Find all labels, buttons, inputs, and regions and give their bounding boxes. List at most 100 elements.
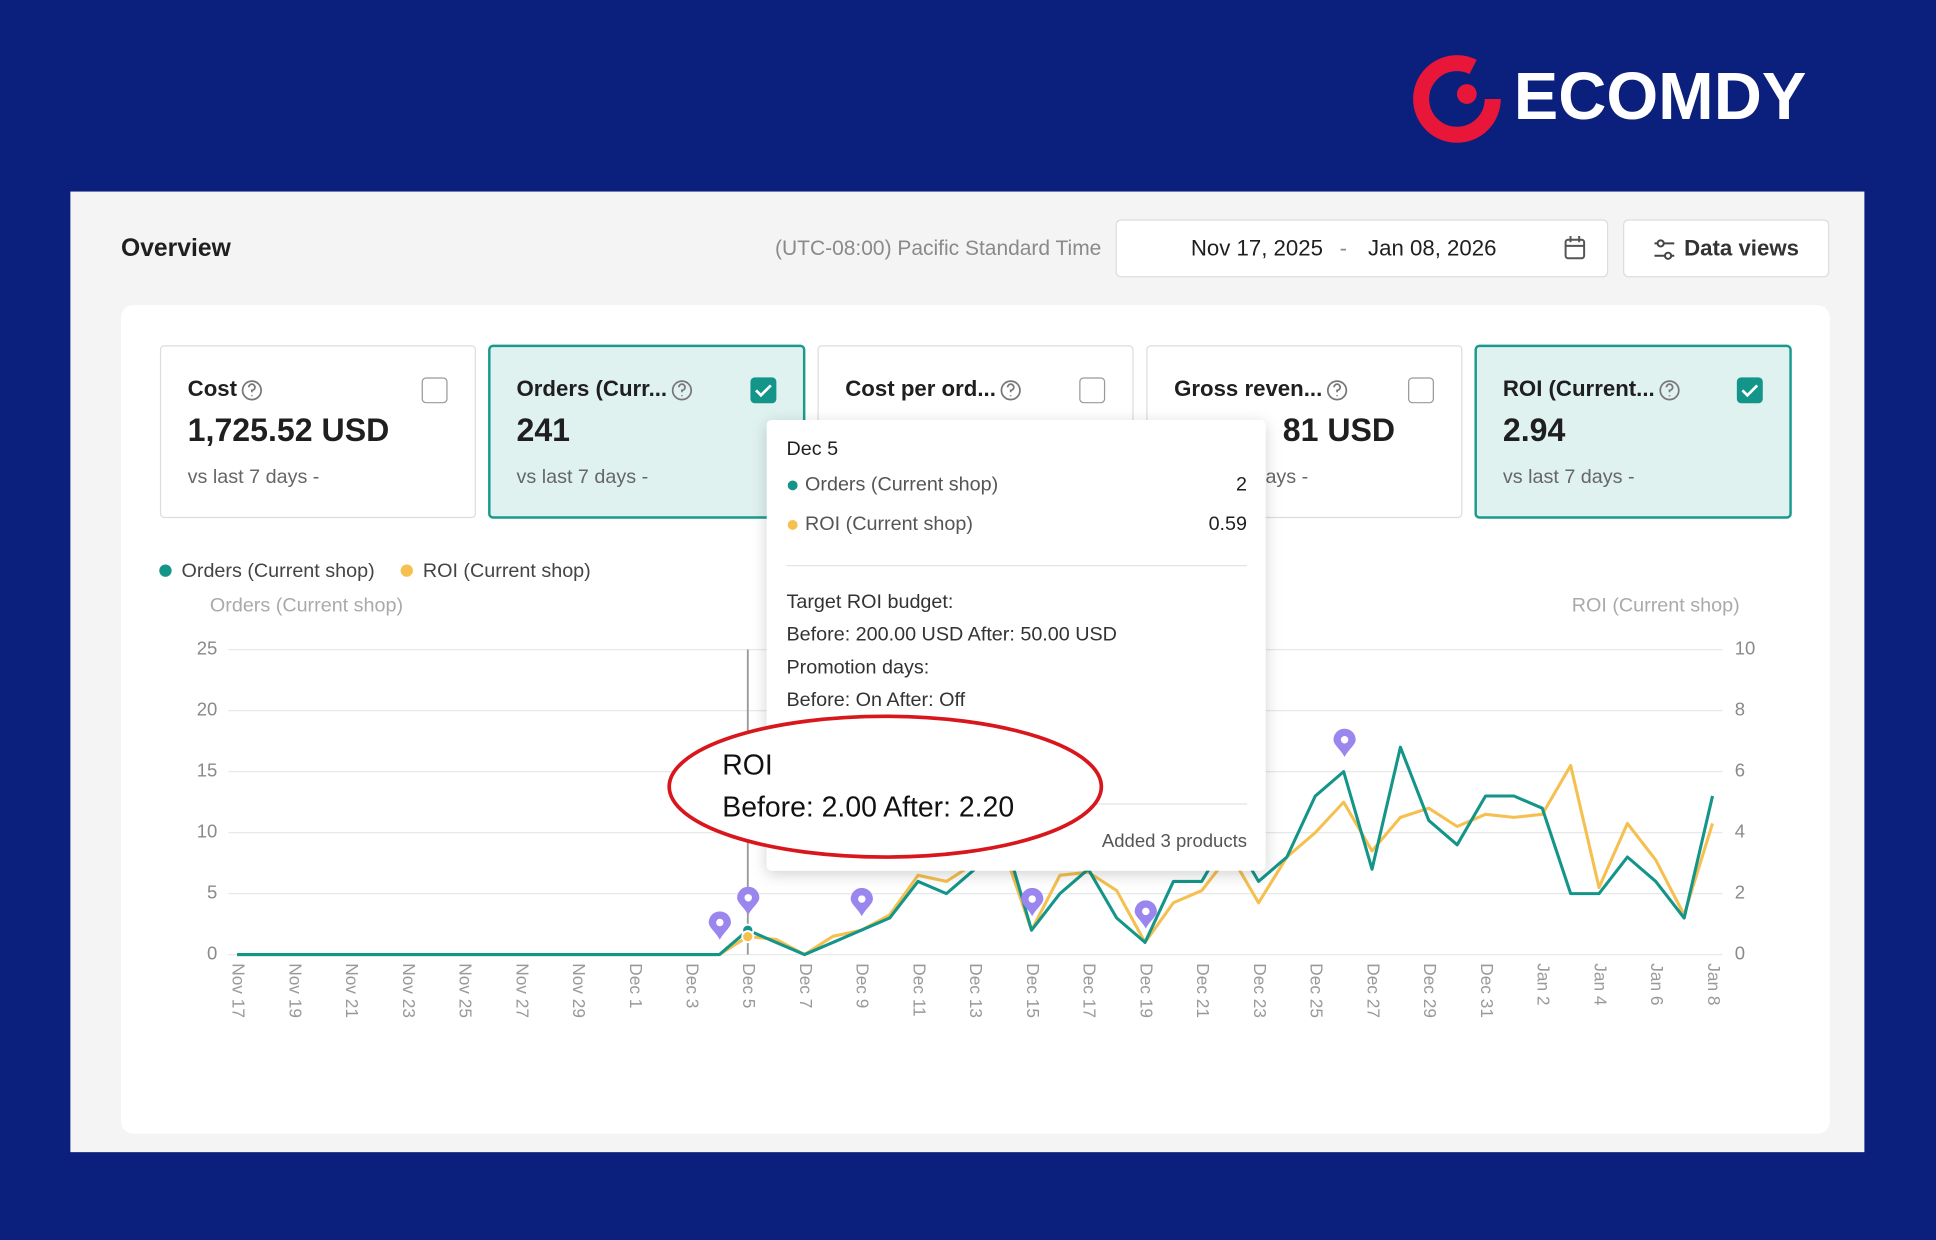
x-tick-label: Jan 4 bbox=[1590, 963, 1610, 1006]
x-tick-label: Dec 5 bbox=[739, 963, 759, 1008]
tooltip-date: Dec 5 bbox=[787, 438, 839, 460]
help-icon bbox=[1000, 380, 1021, 401]
callout-ellipse bbox=[667, 714, 1104, 859]
y2-tick-label: 6 bbox=[1735, 760, 1745, 781]
metric-label: Gross reven... bbox=[1174, 376, 1322, 401]
help-icon-mark bbox=[247, 383, 256, 397]
x-tick-label: Dec 7 bbox=[796, 963, 816, 1008]
checkbox[interactable] bbox=[750, 377, 777, 404]
date-picker[interactable]: Nov 17, 2025 - Jan 08, 2026 bbox=[1115, 219, 1609, 278]
metric-label: ROI (Current... bbox=[1503, 376, 1655, 401]
metric-compare: vs last 7 days - bbox=[188, 466, 320, 488]
date-sep: - bbox=[1340, 235, 1347, 260]
button-label: Data views bbox=[1684, 235, 1799, 260]
tooltip-dot bbox=[787, 519, 798, 530]
tooltip-row-name: Orders (Current shop) bbox=[805, 474, 998, 496]
callout-text: Before: 2.00 After: 2.20 bbox=[722, 791, 1014, 823]
tooltip-detail: Promotion days: bbox=[787, 656, 930, 678]
timezone: (UTC-08:00) Pacific Standard Time bbox=[775, 237, 1101, 260]
metric-compare: vs last 7 days - bbox=[516, 466, 648, 488]
metric-value: 1,725.52 USD bbox=[188, 412, 390, 448]
x-tick-label: Dec 31 bbox=[1477, 963, 1497, 1018]
tooltip-row-value: 2 bbox=[1236, 474, 1247, 496]
help-icon-mark bbox=[1665, 383, 1674, 397]
help-icon bbox=[1659, 380, 1680, 401]
metric-card[interactable] bbox=[159, 345, 476, 519]
y-tick-label: 10 bbox=[197, 821, 218, 842]
x-tick-label: Dec 23 bbox=[1250, 963, 1270, 1018]
x-tick-label: Jan 8 bbox=[1704, 963, 1724, 1005]
legend-label[interactable]: ROI (Current shop) bbox=[423, 560, 591, 582]
date-box[interactable] bbox=[1115, 219, 1609, 278]
filter-icon bbox=[1654, 239, 1675, 260]
logo-dot bbox=[1456, 84, 1477, 104]
check-mark bbox=[1741, 384, 1759, 398]
overview-title: Overview bbox=[121, 235, 232, 262]
x-tick-label: Dec 17 bbox=[1080, 963, 1100, 1018]
metric-compare: vs last 7 days - bbox=[1503, 466, 1635, 488]
y-tick-label: 5 bbox=[207, 881, 217, 902]
metric-label: Cost bbox=[188, 376, 238, 401]
x-tick-label: Nov 21 bbox=[342, 963, 362, 1018]
y-tick-label: 25 bbox=[197, 638, 218, 659]
tooltip-row-value: 0.59 bbox=[1209, 513, 1247, 535]
x-tick-label: Dec 15 bbox=[1023, 963, 1043, 1018]
x-tick-label: Nov 27 bbox=[512, 963, 532, 1018]
y2-tick-label: 10 bbox=[1735, 638, 1756, 659]
y-tick-label: 0 bbox=[207, 942, 217, 963]
x-tick-label: Nov 23 bbox=[399, 963, 419, 1018]
y-tick-label: 20 bbox=[197, 699, 218, 720]
checkbox[interactable] bbox=[1736, 377, 1763, 404]
x-tick-label: Dec 11 bbox=[909, 963, 929, 1016]
y2-tick-label: 8 bbox=[1735, 699, 1745, 720]
help-icon-mark bbox=[1006, 383, 1015, 397]
data-views-button[interactable]: Data views bbox=[1623, 219, 1830, 278]
x-tick-label: Dec 1 bbox=[626, 963, 646, 1008]
metric-card[interactable] bbox=[1474, 344, 1792, 519]
callout: ROI Before: 2.00 After: 2.20 bbox=[667, 714, 1104, 859]
x-tick-label: Jan 2 bbox=[1534, 963, 1554, 1005]
x-tick-label: Nov 17 bbox=[228, 963, 248, 1018]
x-tick-label: Jan 6 bbox=[1647, 963, 1667, 1005]
y2-tick-label: 2 bbox=[1735, 881, 1745, 902]
tooltip-detail: Before: 200.00 USD After: 50.00 USD bbox=[787, 624, 1117, 646]
x-tick-label: Dec 13 bbox=[966, 963, 986, 1018]
x-tick-label: Dec 25 bbox=[1307, 963, 1327, 1018]
callout-title: ROI bbox=[722, 749, 772, 781]
x-tick-label: Dec 27 bbox=[1363, 963, 1383, 1018]
x-tick-label: Dec 19 bbox=[1136, 963, 1156, 1018]
legend-dot bbox=[159, 564, 172, 577]
tooltip-detail: Before: On After: Off bbox=[787, 689, 966, 711]
y-axis-title: Orders (Current shop) bbox=[210, 595, 403, 617]
button-box[interactable] bbox=[1623, 219, 1830, 278]
help-icon bbox=[1326, 380, 1348, 401]
metric-label: Cost per ord... bbox=[845, 376, 996, 401]
checkbox[interactable] bbox=[421, 377, 448, 404]
metric-label: Orders (Curr... bbox=[516, 376, 667, 401]
logo-ring bbox=[1413, 55, 1501, 143]
y2-axis-title: ROI (Current shop) bbox=[1572, 595, 1740, 617]
x-tick-label: Nov 29 bbox=[569, 963, 589, 1018]
legend-dot bbox=[400, 564, 413, 577]
x-tick-label: Dec 9 bbox=[853, 963, 873, 1008]
hover-dot bbox=[741, 930, 755, 944]
help-icon-mark bbox=[1333, 383, 1341, 397]
metric-value: 81 USD bbox=[1283, 412, 1395, 448]
x-tick-label: Nov 25 bbox=[455, 963, 475, 1018]
tooltip-footer: Added 3 products bbox=[1102, 830, 1247, 851]
help-icon bbox=[241, 380, 262, 401]
metric-value: 2.94 bbox=[1503, 412, 1566, 448]
legend-label[interactable]: Orders (Current shop) bbox=[182, 560, 375, 582]
date-end: Jan 08, 2026 bbox=[1368, 235, 1496, 260]
metric-value: 241 bbox=[516, 412, 570, 448]
metric-compare: ays - bbox=[1265, 466, 1308, 488]
x-tick-label: Dec 21 bbox=[1193, 963, 1213, 1018]
y2-tick-label: 4 bbox=[1735, 821, 1745, 842]
checkbox[interactable] bbox=[1408, 377, 1434, 404]
tooltip-dot bbox=[787, 480, 798, 491]
checkbox[interactable] bbox=[1079, 377, 1106, 404]
calendar-icon bbox=[1564, 236, 1586, 260]
brand: ECOMDY bbox=[1514, 60, 1807, 134]
